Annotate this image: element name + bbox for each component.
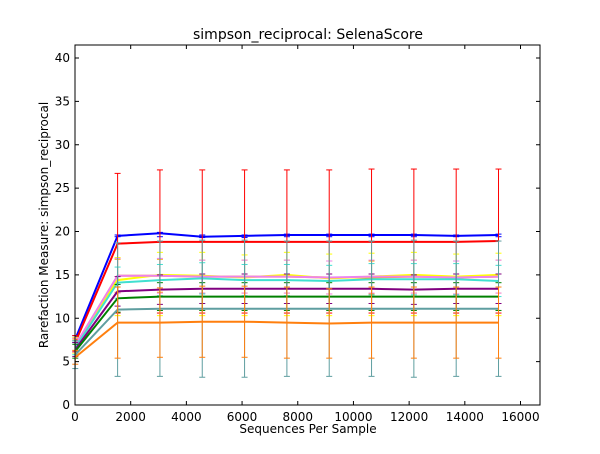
- x-tick-label: 12000: [390, 410, 428, 424]
- y-tick-label: 35: [55, 94, 70, 108]
- x-tick-label: 16000: [501, 410, 539, 424]
- y-tick-label: 5: [62, 355, 70, 369]
- x-tick-label: 8000: [282, 410, 313, 424]
- y-tick-label: 15: [55, 268, 70, 282]
- series-line: [74, 320, 499, 359]
- series-9: [72, 285, 502, 365]
- x-tick-label: 4000: [171, 410, 202, 424]
- y-tick-label: 20: [55, 225, 70, 239]
- y-tick-label: 0: [62, 398, 70, 412]
- x-tick-label: 0: [71, 410, 79, 424]
- plot-marks: [72, 168, 502, 378]
- x-tick-label: 6000: [227, 410, 258, 424]
- axes: 0 2000 4000 6000 8000 10000 12000 14000 16000 0 5 1…: [55, 45, 540, 424]
- x-tick-label: 10000: [334, 410, 372, 424]
- y-tick-label: 10: [55, 311, 70, 325]
- x-tick-label: 2000: [115, 410, 146, 424]
- y-tick-label: 30: [55, 138, 70, 152]
- x-tick-label: 14000: [446, 410, 484, 424]
- chart-title: simpson_reciprocal: SelenaScore: [193, 27, 423, 43]
- y-tick-label: 40: [55, 51, 70, 65]
- y-axis-label: Rarefaction Measure: simpson_reciprocal: [37, 102, 51, 348]
- plot-frame: [74, 44, 541, 406]
- x-axis-label: Sequences Per Sample: [239, 422, 376, 436]
- y-tick-label: 25: [55, 181, 70, 195]
